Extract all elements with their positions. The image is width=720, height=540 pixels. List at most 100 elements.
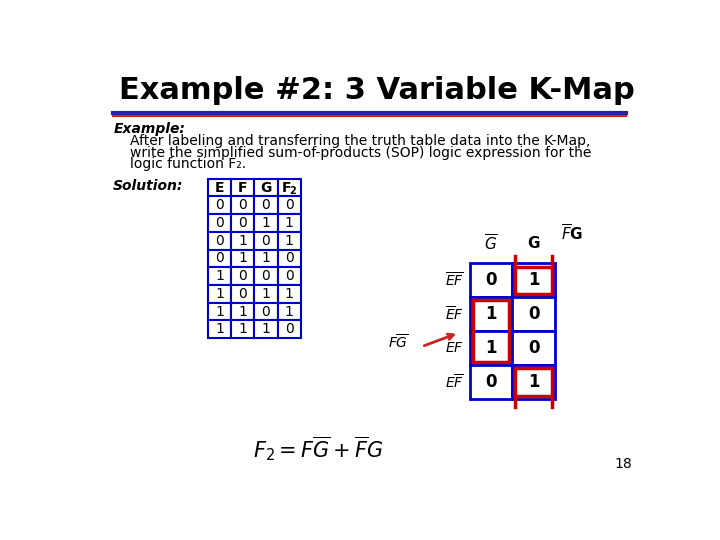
Bar xyxy=(516,267,552,294)
Text: F: F xyxy=(282,180,292,194)
Bar xyxy=(208,303,231,320)
Bar xyxy=(513,298,555,331)
Text: Example:: Example: xyxy=(113,122,185,136)
Bar xyxy=(254,197,277,214)
Bar xyxy=(254,232,277,249)
Text: 1: 1 xyxy=(261,216,271,230)
Text: 0: 0 xyxy=(285,322,294,336)
Text: 0: 0 xyxy=(528,339,539,357)
Text: 0: 0 xyxy=(285,198,294,212)
Text: 1: 1 xyxy=(485,305,497,323)
Text: 0: 0 xyxy=(485,373,497,391)
Text: 0: 0 xyxy=(285,252,294,266)
Bar xyxy=(277,285,301,303)
Bar xyxy=(254,249,277,267)
Bar xyxy=(208,249,231,267)
Text: 0: 0 xyxy=(215,216,224,230)
Bar xyxy=(208,320,231,338)
Text: G: G xyxy=(260,180,271,194)
Bar xyxy=(231,197,254,214)
Bar xyxy=(516,368,552,396)
Text: $\overline{E}\overline{F}$: $\overline{E}\overline{F}$ xyxy=(445,271,464,289)
Bar xyxy=(231,285,254,303)
Bar xyxy=(469,365,513,399)
Text: 1: 1 xyxy=(528,373,539,391)
Bar xyxy=(254,320,277,338)
Bar xyxy=(208,179,231,197)
Bar xyxy=(277,232,301,249)
Bar xyxy=(254,214,277,232)
Bar xyxy=(208,285,231,303)
Bar xyxy=(469,298,513,331)
Text: 0: 0 xyxy=(485,272,497,289)
Bar xyxy=(469,331,513,365)
Text: 0: 0 xyxy=(238,198,247,212)
Text: $\overline{F}$G: $\overline{F}$G xyxy=(561,224,583,244)
Text: 1: 1 xyxy=(261,322,271,336)
Text: 18: 18 xyxy=(615,457,632,471)
Bar xyxy=(208,197,231,214)
Text: 0: 0 xyxy=(285,269,294,283)
Bar xyxy=(473,300,509,362)
Text: 0: 0 xyxy=(261,269,270,283)
Text: 0: 0 xyxy=(261,305,270,319)
Bar xyxy=(277,197,301,214)
Text: logic function F₂.: logic function F₂. xyxy=(130,157,246,171)
Text: 0: 0 xyxy=(215,234,224,248)
Text: 2: 2 xyxy=(289,186,297,195)
Bar xyxy=(254,179,277,197)
Text: 0: 0 xyxy=(238,287,247,301)
Text: 1: 1 xyxy=(284,305,294,319)
Bar xyxy=(513,331,555,365)
Text: $\overline{G}$: $\overline{G}$ xyxy=(484,233,498,253)
Bar xyxy=(208,267,231,285)
Bar xyxy=(513,365,555,399)
Text: $E\overline{F}$: $E\overline{F}$ xyxy=(445,373,464,391)
Text: F: F xyxy=(238,180,248,194)
Bar xyxy=(208,214,231,232)
Bar xyxy=(277,214,301,232)
Text: 0: 0 xyxy=(215,198,224,212)
Text: After labeling and transferring the truth table data into the K-Map,: After labeling and transferring the trut… xyxy=(130,134,590,148)
Bar xyxy=(469,264,513,298)
Text: Solution:: Solution: xyxy=(113,179,184,193)
Bar xyxy=(231,320,254,338)
Text: 1: 1 xyxy=(238,234,247,248)
Bar xyxy=(277,267,301,285)
Bar xyxy=(231,179,254,197)
Bar xyxy=(513,264,555,298)
Bar xyxy=(254,267,277,285)
Text: 1: 1 xyxy=(284,234,294,248)
Text: Example #2: 3 Variable K-Map: Example #2: 3 Variable K-Map xyxy=(120,76,635,105)
Bar xyxy=(254,285,277,303)
Bar xyxy=(231,232,254,249)
Bar xyxy=(277,249,301,267)
Text: 1: 1 xyxy=(485,339,497,357)
Text: 1: 1 xyxy=(215,269,224,283)
Text: 1: 1 xyxy=(261,287,271,301)
Bar xyxy=(277,320,301,338)
Text: 1: 1 xyxy=(284,216,294,230)
Bar xyxy=(208,232,231,249)
Text: 1: 1 xyxy=(528,272,539,289)
Text: 0: 0 xyxy=(238,269,247,283)
Text: 1: 1 xyxy=(238,252,247,266)
Text: E: E xyxy=(215,180,224,194)
Bar xyxy=(277,303,301,320)
Text: 0: 0 xyxy=(261,234,270,248)
Bar xyxy=(277,179,301,197)
Text: G: G xyxy=(528,236,540,251)
Text: $\overline{E}F$: $\overline{E}F$ xyxy=(445,305,464,323)
Text: 0: 0 xyxy=(215,252,224,266)
Text: 1: 1 xyxy=(261,252,271,266)
Text: 0: 0 xyxy=(528,305,539,323)
Bar xyxy=(231,267,254,285)
Text: 1: 1 xyxy=(238,322,247,336)
Text: 0: 0 xyxy=(238,216,247,230)
Text: $F\overline{G}$: $F\overline{G}$ xyxy=(388,333,409,351)
Bar xyxy=(231,214,254,232)
Text: 0: 0 xyxy=(261,198,270,212)
Text: 1: 1 xyxy=(215,322,224,336)
Bar xyxy=(254,303,277,320)
Text: 1: 1 xyxy=(215,305,224,319)
